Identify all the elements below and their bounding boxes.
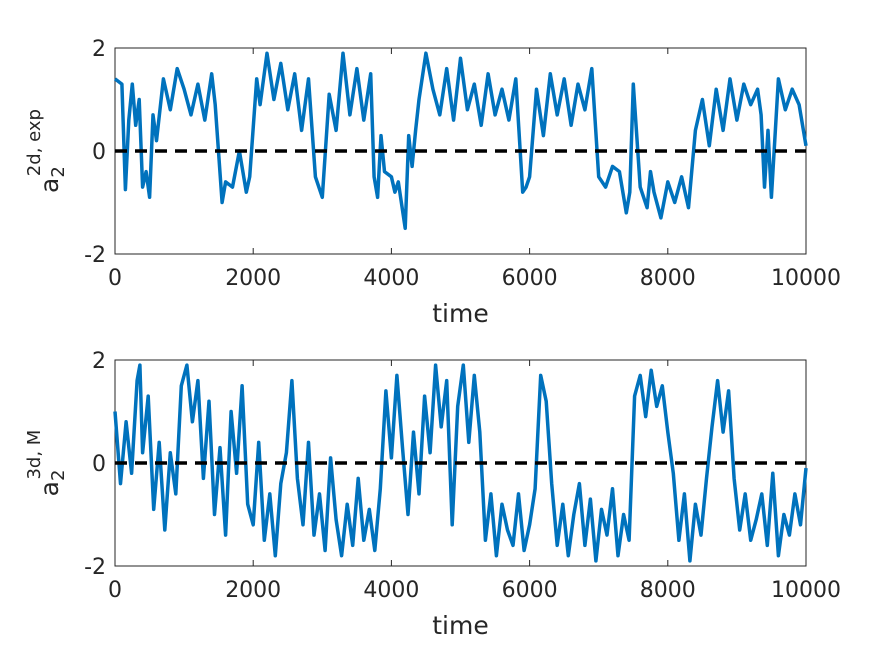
y-tick-label: 2	[92, 349, 106, 374]
series-line-0	[113, 363, 808, 563]
x-axis-label: time	[432, 299, 488, 328]
y-tick-label: 0	[92, 452, 106, 477]
x-tick-label: 2000	[225, 578, 281, 603]
x-tick-label: 10000	[771, 578, 841, 603]
y-axis-label: a22d, exp	[24, 109, 69, 193]
y-axis-label: a23d, M	[24, 430, 69, 497]
x-tick-label: 6000	[502, 578, 558, 603]
x-tick-label: 0	[108, 266, 122, 291]
y-tick-label: 2	[92, 37, 106, 62]
y-label-base: a	[35, 178, 64, 193]
x-tick-label: 4000	[363, 578, 419, 603]
x-tick-label: 0	[108, 578, 122, 603]
x-tick-label: 2000	[225, 266, 281, 291]
y-tick-label: -2	[84, 243, 106, 268]
x-axis-label: time	[432, 611, 488, 640]
y-label-superscript: 3d, M	[24, 430, 45, 480]
x-tick-label: 8000	[640, 266, 696, 291]
y-label-superscript: 2d, exp	[24, 109, 45, 176]
y-label-subscript: 2	[48, 166, 69, 177]
x-tick-label: 6000	[502, 266, 558, 291]
x-tick-label: 8000	[640, 578, 696, 603]
series-line-0	[113, 51, 808, 231]
x-tick-label: 4000	[363, 266, 419, 291]
x-tick-label: 10000	[771, 266, 841, 291]
y-tick-label: 0	[92, 140, 106, 165]
y-tick-label: -2	[84, 555, 106, 580]
y-label-subscript: 2	[48, 470, 69, 481]
y-label-base: a	[35, 481, 64, 496]
